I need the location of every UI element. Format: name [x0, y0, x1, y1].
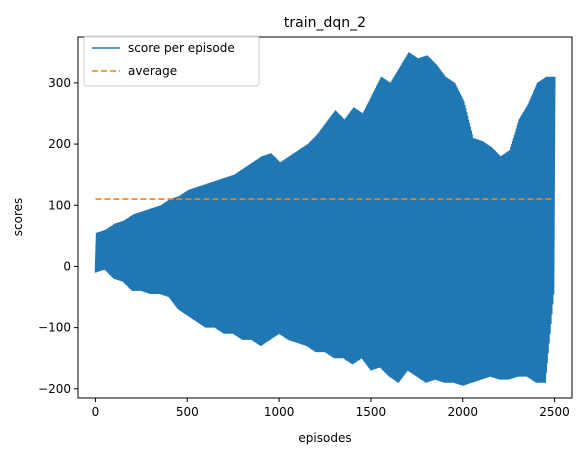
y-tick-label: 100: [48, 198, 71, 212]
series-score-spread: [94, 52, 556, 386]
y-tick-label: 300: [48, 76, 71, 90]
x-axis: 0 500 1000 1500 2000 2500: [92, 398, 570, 419]
x-axis-label: episodes: [298, 431, 351, 445]
x-tick-label: 500: [176, 405, 199, 419]
legend-label-score: score per episode: [128, 41, 235, 55]
y-tick-label: 200: [48, 137, 71, 151]
plot-frame: [77, 36, 573, 399]
x-tick-label: 1500: [356, 405, 387, 419]
x-tick-label: 0: [92, 405, 100, 419]
legend-box: [83, 35, 260, 87]
legend: score per episode average: [83, 35, 260, 87]
y-axis: −200 −100 0 100 200 300: [38, 76, 78, 396]
plot-area: [94, 52, 556, 386]
y-axis-label: scores: [11, 198, 25, 237]
y-tick-label: 0: [63, 259, 71, 273]
y-tick-label: −100: [38, 321, 71, 335]
x-tick-label: 1000: [264, 405, 295, 419]
chart-title: train_dqn_2: [284, 15, 366, 31]
legend-label-average: average: [128, 64, 177, 78]
series-score-line: [95, 100, 556, 249]
x-tick-label: 2500: [539, 405, 570, 419]
x-tick-label: 2000: [447, 405, 478, 419]
y-tick-label: −200: [38, 382, 71, 396]
